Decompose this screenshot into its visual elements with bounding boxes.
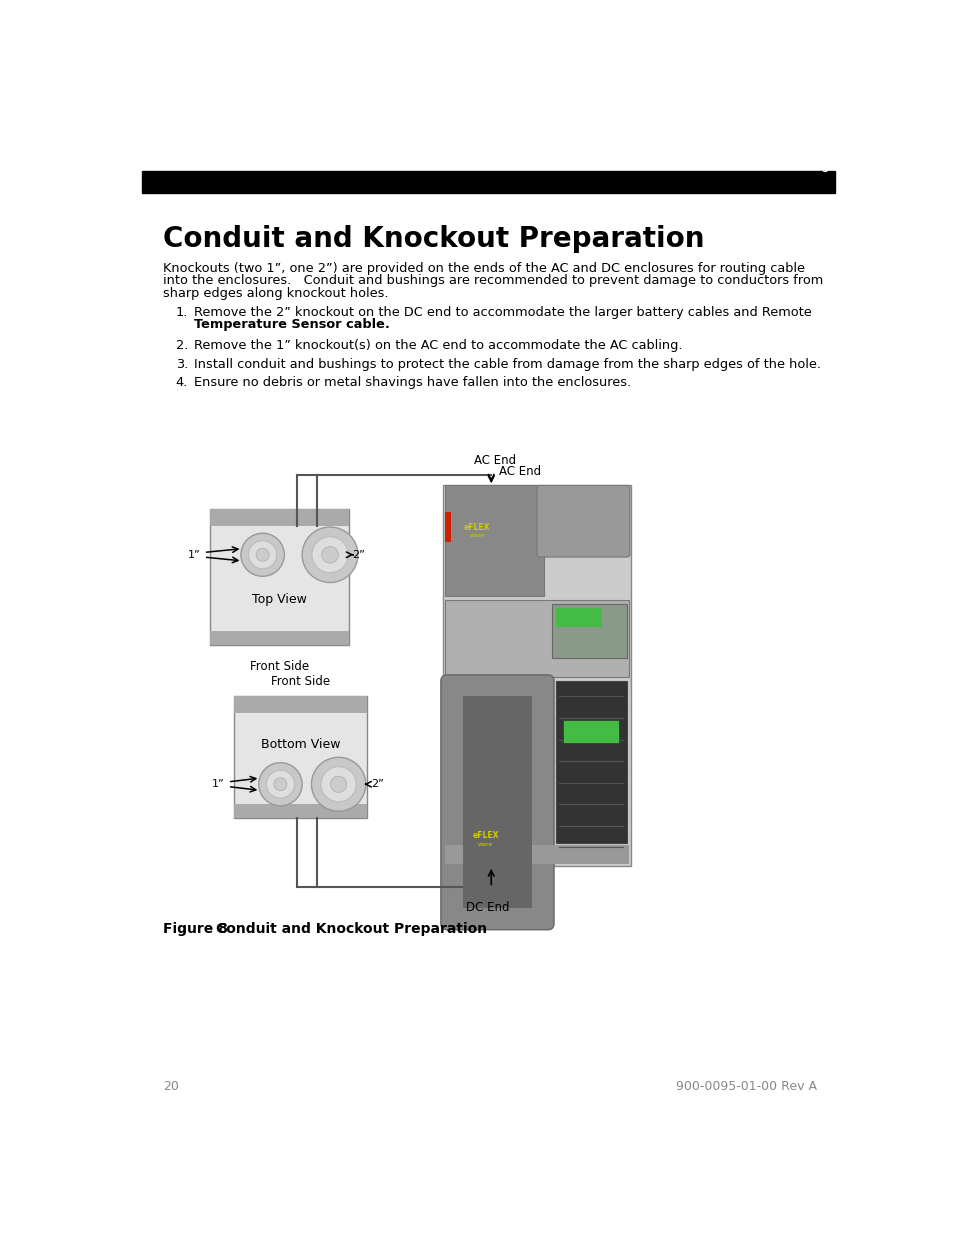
Text: 1”: 1” — [188, 550, 200, 559]
Circle shape — [312, 537, 348, 573]
Bar — [444, 600, 629, 677]
Circle shape — [241, 534, 284, 577]
Text: Remove the 1” knockout(s) on the AC end to accommodate the AC cabling.: Remove the 1” knockout(s) on the AC end … — [194, 340, 682, 352]
FancyBboxPatch shape — [440, 674, 554, 930]
Bar — [555, 680, 626, 842]
Text: AC End: AC End — [474, 454, 516, 467]
Circle shape — [274, 778, 287, 790]
Bar — [210, 631, 348, 645]
Bar — [462, 697, 532, 908]
Text: ware: ware — [469, 534, 484, 538]
Bar — [444, 511, 451, 542]
Text: ware: ware — [477, 842, 493, 847]
Text: Remove the 2” knockout on the DC end to accommodate the larger battery cables an: Remove the 2” knockout on the DC end to … — [194, 306, 811, 319]
Bar — [444, 484, 543, 597]
FancyBboxPatch shape — [537, 485, 629, 557]
Text: Figure 8: Figure 8 — [163, 923, 228, 936]
Text: eFLEX: eFLEX — [472, 831, 498, 840]
Bar — [444, 845, 629, 864]
Bar — [233, 695, 367, 713]
Text: Conduit and Knockout Preparation: Conduit and Knockout Preparation — [163, 225, 704, 253]
Text: 2”: 2” — [371, 779, 384, 789]
Text: Top View: Top View — [252, 593, 307, 606]
Text: 20: 20 — [163, 1079, 179, 1093]
Bar — [233, 695, 367, 818]
Text: Front Side: Front Side — [271, 676, 330, 688]
Bar — [210, 509, 348, 645]
Text: 3.: 3. — [175, 358, 188, 370]
Circle shape — [321, 546, 338, 563]
Text: 900-0095-01-00 Rev A: 900-0095-01-00 Rev A — [675, 1079, 816, 1093]
Circle shape — [302, 527, 357, 583]
Circle shape — [330, 776, 346, 793]
Text: Conduit and Knockout Preparation: Conduit and Knockout Preparation — [216, 923, 487, 936]
Text: Knockouts (two 1”, one 2”) are provided on the ends of the AC and DC enclosures : Knockouts (two 1”, one 2”) are provided … — [163, 262, 804, 275]
Bar — [233, 804, 367, 818]
Text: Ensure no debris or metal shavings have fallen into the enclosures.: Ensure no debris or metal shavings have … — [194, 377, 631, 389]
Circle shape — [320, 767, 355, 802]
Text: Bottom View: Bottom View — [260, 739, 340, 751]
Bar — [562, 720, 618, 742]
Circle shape — [249, 541, 276, 569]
Bar — [142, 172, 835, 193]
Text: 2.: 2. — [175, 340, 188, 352]
Bar — [555, 608, 601, 627]
Text: sharp edges along knockout holes.: sharp edges along knockout holes. — [163, 287, 389, 300]
Text: Temperature Sensor cable.: Temperature Sensor cable. — [194, 319, 390, 331]
Circle shape — [255, 548, 269, 561]
Text: 1”: 1” — [212, 779, 224, 789]
Circle shape — [311, 757, 365, 811]
Text: eFLEX: eFLEX — [463, 522, 490, 531]
Text: AC End: AC End — [498, 466, 540, 478]
Bar — [210, 509, 348, 526]
Text: 2”: 2” — [353, 550, 365, 559]
Circle shape — [258, 763, 302, 805]
Text: into the enclosures.   Conduit and bushings are recommended to prevent damage to: into the enclosures. Conduit and bushing… — [163, 274, 822, 288]
Text: 1.: 1. — [175, 306, 188, 319]
Bar — [551, 604, 626, 658]
Text: 4.: 4. — [175, 377, 188, 389]
Text: Front Side: Front Side — [250, 661, 309, 673]
Text: Planning: Planning — [766, 157, 830, 172]
Text: Install conduit and bushings to protect the cable from damage from the sharp edg: Install conduit and bushings to protect … — [194, 358, 821, 370]
Circle shape — [266, 771, 294, 798]
Bar — [443, 484, 630, 866]
Text: DC End: DC End — [465, 902, 509, 914]
